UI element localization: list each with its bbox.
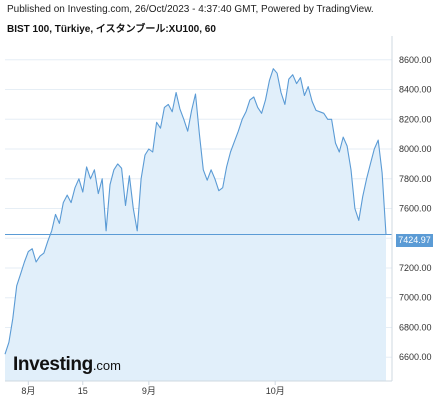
y-tick-label: 7200.00 — [399, 263, 432, 273]
logo-tld: .com — [92, 358, 121, 373]
x-tick-label: 8月 — [21, 386, 35, 396]
y-tick-label: 7800.00 — [399, 174, 432, 184]
y-tick-label: 8200.00 — [399, 114, 432, 124]
symbol-title: BIST 100, Türkiye, イスタンブール:XU100, 60 — [7, 24, 216, 35]
investing-logo: Investing.com — [13, 354, 121, 376]
y-axis-ticks: 8600.00 8400.00 8200.00 8000.00 7800.00 7600.… — [399, 55, 432, 362]
y-tick-label: 6800.00 — [399, 322, 432, 332]
x-tick-label: 10月 — [266, 386, 285, 396]
x-tick-label: 9月 — [142, 386, 156, 396]
price-line — [4, 68, 387, 355]
y-tick-label: 6600.00 — [399, 352, 432, 362]
y-tick-label: 8000.00 — [399, 144, 432, 154]
y-tick-label: 8600.00 — [399, 55, 432, 65]
price-area-fill — [5, 68, 386, 381]
x-axis-ticks: 8月 15 9月 10月 — [21, 381, 285, 396]
y-tick-label: 7000.00 — [399, 293, 432, 303]
logo-brand: Investing — [13, 354, 93, 375]
published-caption: Published on Investing.com, 26/Oct/2023 … — [7, 4, 374, 15]
y-tick-label: 8400.00 — [399, 85, 432, 95]
x-tick-label: 15 — [78, 386, 88, 396]
y-tick-label: 7600.00 — [399, 204, 432, 214]
last-price-badge: 7424.97 — [396, 234, 433, 247]
